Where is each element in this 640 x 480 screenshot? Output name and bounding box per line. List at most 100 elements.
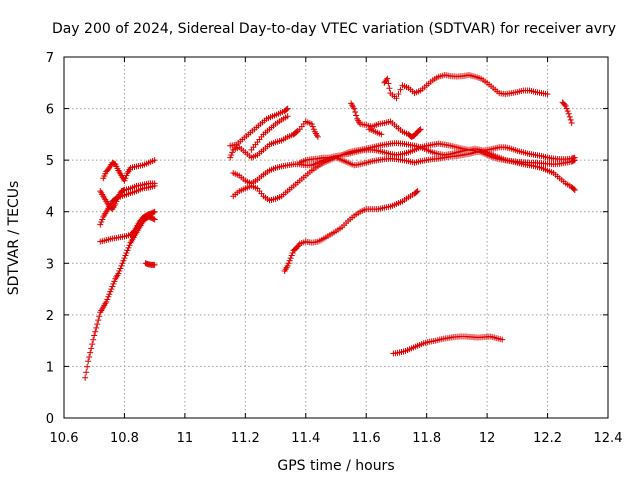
series-track-5 bbox=[230, 140, 578, 187]
series-track-7 bbox=[227, 105, 321, 153]
axis-ticks: 10.6 10.8 11 11.2 11.4 11.6 11.8 12 12.2 12.40123… bbox=[46, 51, 623, 446]
data-point bbox=[91, 332, 98, 339]
data-point bbox=[151, 216, 158, 223]
data-point bbox=[284, 262, 291, 269]
data-point bbox=[378, 131, 385, 138]
data-point bbox=[386, 85, 393, 92]
x-tick-label: 12.4 bbox=[594, 431, 623, 446]
data-point bbox=[283, 106, 290, 113]
data-point bbox=[383, 77, 390, 84]
data-point bbox=[106, 291, 113, 298]
data-point bbox=[417, 126, 424, 133]
y-axis-label: SDTVAR / TECUs bbox=[6, 181, 22, 296]
data-point bbox=[98, 219, 105, 226]
data-point bbox=[82, 374, 89, 381]
y-tick-label: 4 bbox=[46, 206, 54, 221]
data-point bbox=[120, 257, 127, 264]
x-tick-label: 12 bbox=[479, 431, 496, 446]
data-point bbox=[564, 108, 571, 115]
x-tick-label: 11.2 bbox=[231, 431, 260, 446]
y-tick-label: 3 bbox=[46, 257, 54, 272]
data-point bbox=[351, 105, 358, 112]
data-point bbox=[105, 293, 112, 300]
data-point bbox=[544, 91, 551, 98]
data-point bbox=[122, 175, 129, 182]
data-point bbox=[150, 209, 157, 216]
data-point bbox=[104, 296, 111, 303]
data-point bbox=[414, 188, 421, 195]
data-point bbox=[284, 105, 291, 112]
data-point bbox=[314, 133, 321, 140]
x-axis-label: GPS time / hours bbox=[277, 458, 394, 474]
data-point bbox=[126, 242, 133, 249]
data-point bbox=[123, 172, 130, 179]
data-point bbox=[308, 121, 315, 128]
y-tick-label: 7 bbox=[46, 51, 54, 66]
data-point bbox=[293, 128, 300, 135]
series-track-1 bbox=[82, 213, 158, 381]
data-point bbox=[288, 252, 295, 259]
data-point bbox=[286, 257, 293, 264]
data-point bbox=[119, 260, 126, 267]
data-point bbox=[284, 113, 291, 120]
data-point bbox=[90, 336, 97, 343]
data-point bbox=[499, 336, 506, 343]
grid bbox=[64, 57, 608, 418]
data-point bbox=[95, 317, 102, 324]
data-point bbox=[228, 151, 235, 158]
series-track-8 bbox=[281, 188, 421, 275]
data-point bbox=[93, 324, 100, 331]
data-point bbox=[150, 215, 157, 222]
data-point bbox=[103, 298, 110, 305]
plot-frame bbox=[63, 56, 609, 419]
data-point bbox=[567, 116, 574, 123]
data-point bbox=[99, 216, 106, 223]
x-tick-label: 11.6 bbox=[352, 431, 381, 446]
y-tick-label: 1 bbox=[46, 360, 54, 375]
data-point bbox=[285, 260, 292, 267]
series-track-10 bbox=[381, 72, 575, 127]
data-point bbox=[111, 278, 118, 285]
data-point bbox=[124, 247, 131, 254]
data-point bbox=[112, 200, 119, 207]
data-point bbox=[125, 244, 132, 251]
data-point bbox=[309, 123, 316, 130]
data-point bbox=[229, 149, 236, 156]
series-track-11 bbox=[390, 333, 506, 357]
data-point bbox=[107, 288, 114, 295]
data-point bbox=[94, 321, 101, 328]
data-point bbox=[287, 255, 294, 262]
data-point bbox=[83, 369, 90, 376]
data-point bbox=[116, 268, 123, 275]
data-point bbox=[310, 126, 317, 133]
data-point bbox=[117, 265, 124, 272]
data-point bbox=[352, 109, 359, 116]
data-point bbox=[289, 249, 296, 256]
data-point bbox=[397, 86, 404, 93]
data-point bbox=[227, 154, 234, 161]
data-point bbox=[84, 363, 91, 370]
data-point bbox=[113, 198, 120, 205]
data-point bbox=[122, 252, 129, 259]
data-point bbox=[384, 75, 391, 82]
data-point bbox=[151, 157, 158, 164]
data-point bbox=[88, 345, 95, 352]
data-point bbox=[151, 180, 158, 187]
data-point bbox=[151, 261, 158, 268]
data-point bbox=[562, 102, 569, 109]
data-point bbox=[96, 313, 103, 320]
y-tick-label: 0 bbox=[46, 412, 54, 427]
data-point bbox=[109, 283, 116, 290]
x-tick-label: 11.4 bbox=[291, 431, 320, 446]
data-point bbox=[115, 270, 122, 277]
y-tick-label: 5 bbox=[46, 154, 54, 169]
data-point bbox=[89, 341, 96, 348]
data-point bbox=[416, 127, 423, 134]
data-point bbox=[571, 187, 578, 194]
data-point bbox=[86, 353, 93, 360]
data-point bbox=[395, 90, 402, 97]
series-track-3 bbox=[97, 157, 158, 213]
data-point bbox=[123, 249, 130, 256]
data-point bbox=[118, 262, 125, 269]
